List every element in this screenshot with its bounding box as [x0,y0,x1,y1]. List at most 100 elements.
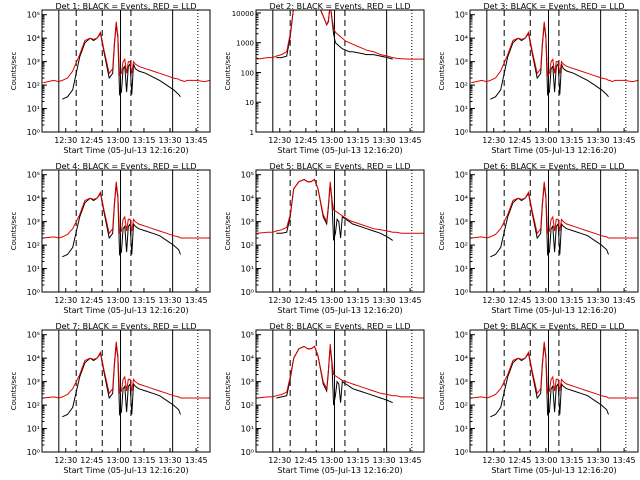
x-tick-label: 13:45 [399,456,422,465]
y-tick-label: 10⁵ [27,331,40,340]
time-markers [486,10,627,132]
x-tick-label: 12:45 [80,136,103,145]
y-tick-label: 10³ [27,58,40,67]
series-lines [43,21,210,100]
y-tick-label: 10² [241,241,254,250]
x-tick-label: 13:00 [534,136,557,145]
x-tick-label: 12:45 [508,456,531,465]
y-tick-label: 10000 [232,10,254,18]
x-axis-label: Start Time (05-Jul-13 12:16:20) [491,306,616,315]
series-line-lld [43,181,210,239]
x-tick-label: 12:30 [482,296,505,305]
x-tick-label: 12:30 [54,136,77,145]
x-tick-label: 13:30 [372,456,395,465]
x-tick-label: 13:15 [560,456,583,465]
panel-det-7: 12:30 12:45 13:00 13:15 13:30 13:45 10⁰ 10¹ 10² 1… [10,322,211,475]
x-tick-label: 13:30 [372,296,395,305]
y-tick-label: 10³ [455,58,468,67]
y-tick-label: 100 [241,69,254,77]
x-tick-label: 13:15 [132,456,155,465]
x-axis-label: Start Time (05-Jul-13 12:16:20) [63,466,188,475]
plot-frame [255,9,425,133]
y-tick-label: 10 [245,99,254,107]
x-tick-label: 12:45 [508,296,531,305]
x-tick-label: 13:00 [320,136,343,145]
y-tick-label: 10³ [455,378,468,387]
y-tick-label: 10⁴ [27,354,40,363]
series-line-events [62,24,181,100]
x-tick-label: 13:00 [534,456,557,465]
panel-det-8: 12:30 12:45 13:00 13:15 13:30 13:45 10⁰ 10¹ 10² 1… [224,322,425,475]
x-tick-label: 12:45 [80,296,103,305]
y-tick-label: 10¹ [455,265,468,274]
x-tick-label: 13:15 [346,136,369,145]
y-axis-label: Counts/sec [10,372,18,411]
x-tick-label: 12:30 [268,456,291,465]
y-tick-label: 10⁵ [455,11,468,20]
y-axis-label: Counts/sec [224,52,232,91]
y-tick-label: 10⁴ [241,354,254,363]
series-line-lld [257,10,424,60]
x-axis-label: Start Time (05-Jul-13 12:16:20) [277,146,402,155]
series-line-events [490,184,609,258]
x-tick-label: 13:45 [399,136,422,145]
y-tick-label: 10² [455,241,468,250]
series-line-events [490,344,609,418]
y-tick-label: 10³ [241,378,254,387]
y-tick-label: 10² [27,81,40,90]
y-tick-label: 1000 [236,40,254,48]
y-tick-label: 10⁴ [241,194,254,203]
x-tick-label: 13:00 [320,296,343,305]
panel-title: Det 3: BLACK = Events, RED = LLD [484,2,625,11]
panel-det-2: 12:30 12:45 13:00 13:15 13:30 13:45 1 10 100 1000… [224,2,425,155]
y-axis-label: Counts/sec [224,372,232,411]
x-tick-label: 12:45 [294,136,317,145]
x-tick-label: 13:45 [613,296,636,305]
series-lines [471,341,638,418]
series-lines [471,181,638,258]
x-tick-label: 12:30 [54,456,77,465]
x-tick-label: 13:00 [320,456,343,465]
y-tick-label: 10¹ [27,265,40,274]
plot-frame [469,329,639,453]
series-line-lld [471,21,638,84]
panel-det-3: 12:30 12:45 13:00 13:15 13:30 13:45 10⁰ 10¹ 10² 1… [438,2,639,155]
y-axis-label: Counts/sec [438,52,446,91]
series-line-lld [471,341,638,399]
x-tick-label: 12:30 [482,456,505,465]
x-tick-label: 13:00 [534,296,557,305]
series-line-events [62,184,181,258]
series-lines [43,181,210,258]
y-tick-label: 10³ [455,218,468,227]
panel-det-9: 12:30 12:45 13:00 13:15 13:30 13:45 10⁰ 10¹ 10² 1… [438,322,639,475]
time-markers [272,10,413,132]
y-tick-label: 10⁴ [27,194,40,203]
y-tick-label: 10⁵ [241,331,254,340]
y-tick-label: 10³ [241,218,254,227]
y-tick-label: 10⁰ [27,448,40,457]
y-tick-label: 10⁰ [27,128,40,137]
y-tick-label: 10⁰ [241,288,254,297]
x-tick-label: 13:30 [158,296,181,305]
x-tick-label: 13:15 [560,136,583,145]
y-tick-label: 10⁴ [455,354,468,363]
x-tick-label: 13:15 [132,136,155,145]
x-tick-label: 12:30 [54,296,77,305]
y-tick-label: 10⁰ [455,288,468,297]
series-line-events [490,24,609,100]
x-tick-label: 13:30 [586,456,609,465]
x-axis-label: Start Time (05-Jul-13 12:16:20) [491,146,616,155]
x-tick-label: 12:30 [268,136,291,145]
x-axis-label: Start Time (05-Jul-13 12:16:20) [63,146,188,155]
time-markers [272,330,413,452]
y-tick-label: 10⁰ [455,128,468,137]
x-tick-label: 12:30 [482,136,505,145]
x-tick-label: 12:45 [294,296,317,305]
y-tick-label: 10¹ [241,425,254,434]
series-lines [257,344,424,406]
y-tick-label: 10⁵ [241,171,254,180]
series-line-lld [257,344,424,399]
x-tick-label: 13:45 [613,456,636,465]
plot-frame [41,169,211,293]
y-tick-label: 10⁵ [455,331,468,340]
